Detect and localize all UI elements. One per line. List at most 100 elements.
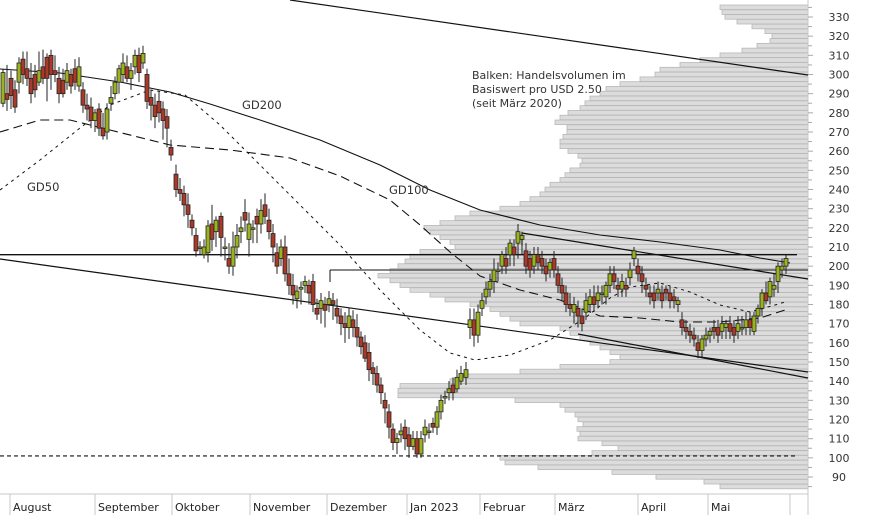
candle-down bbox=[639, 273, 645, 282]
candle-up bbox=[495, 269, 501, 272]
candle-up bbox=[783, 258, 789, 267]
candle-up bbox=[238, 227, 244, 233]
candle-up bbox=[603, 284, 609, 298]
candle-down bbox=[32, 74, 38, 91]
candle-up bbox=[298, 286, 304, 290]
candle-down bbox=[28, 77, 34, 95]
candle-up bbox=[418, 438, 424, 455]
candle-up bbox=[515, 231, 521, 244]
candle-down bbox=[354, 327, 360, 338]
candle-up bbox=[438, 399, 444, 413]
y-tick-label: 100 bbox=[829, 452, 850, 465]
volume-note-line-2: Basiswert pro USD 2.50 bbox=[472, 83, 602, 96]
candle-down bbox=[687, 330, 693, 336]
candle-down bbox=[643, 284, 649, 290]
candle-down bbox=[366, 352, 372, 371]
candle-down bbox=[144, 74, 150, 102]
volume-note-line-1: Balken: Handelsvolumen im bbox=[472, 69, 626, 82]
candle-up bbox=[64, 70, 70, 83]
candle-down bbox=[185, 204, 191, 215]
candle-up bbox=[258, 210, 264, 225]
candle-down bbox=[8, 77, 14, 96]
candle-down bbox=[679, 319, 685, 328]
candle-down bbox=[511, 246, 517, 256]
y-tick-label: 180 bbox=[829, 299, 850, 312]
gd50-line bbox=[0, 89, 786, 361]
candle-up bbox=[201, 246, 207, 256]
candle-down bbox=[535, 254, 541, 263]
candle-down bbox=[378, 384, 384, 394]
candle-down bbox=[270, 233, 276, 248]
candle-down bbox=[48, 54, 54, 75]
candle-up bbox=[346, 315, 352, 328]
candle-up bbox=[132, 54, 138, 68]
candle-down bbox=[88, 106, 94, 121]
y-tick-label: 300 bbox=[829, 69, 850, 82]
candle-up bbox=[463, 369, 469, 378]
candle-down bbox=[390, 428, 396, 443]
month-label: September bbox=[98, 501, 159, 514]
candle-up bbox=[104, 108, 110, 133]
candle-down bbox=[691, 334, 697, 340]
candle-up bbox=[571, 304, 577, 313]
candle-down bbox=[306, 284, 312, 294]
candle-up bbox=[410, 438, 416, 447]
candle-up bbox=[739, 327, 745, 330]
candle-up bbox=[205, 225, 211, 254]
candle-down bbox=[266, 219, 272, 233]
candle-down bbox=[527, 258, 533, 271]
candle-down bbox=[84, 104, 90, 110]
candle-down bbox=[177, 189, 183, 194]
candle-down bbox=[382, 399, 388, 409]
candle-up bbox=[112, 81, 118, 95]
candle-down bbox=[80, 89, 86, 106]
volume-note: Balken: Handelsvolumen im Basiswert pro … bbox=[472, 69, 626, 111]
candle-down bbox=[100, 127, 106, 137]
candle-up bbox=[759, 292, 765, 309]
candle-down bbox=[242, 212, 248, 221]
candle-up bbox=[631, 250, 637, 259]
candle-up bbox=[475, 311, 481, 336]
y-tick-label: 210 bbox=[829, 241, 850, 254]
candle-down bbox=[164, 116, 170, 129]
candle-down bbox=[683, 327, 689, 332]
y-tick-label: 170 bbox=[829, 318, 850, 331]
candle-up bbox=[775, 265, 781, 282]
candle-down bbox=[274, 252, 280, 267]
volume-profile bbox=[377, 4, 809, 490]
candle-down bbox=[226, 258, 232, 267]
candle-up bbox=[197, 246, 203, 249]
candle-down bbox=[322, 304, 328, 311]
candle-down bbox=[567, 304, 573, 309]
candle-down bbox=[96, 108, 102, 129]
candle-up bbox=[0, 72, 6, 104]
candle-down bbox=[350, 319, 356, 328]
candle-down bbox=[314, 307, 320, 315]
candle-down bbox=[575, 307, 581, 317]
candle-down bbox=[615, 284, 621, 290]
candle-down bbox=[338, 315, 344, 325]
candle-up bbox=[398, 430, 404, 436]
y-tick-label: 230 bbox=[829, 203, 850, 216]
candle-down bbox=[414, 438, 420, 455]
gd100-label: GD100 bbox=[389, 183, 429, 197]
candle-up bbox=[479, 300, 485, 309]
y-tick-label: 120 bbox=[829, 414, 850, 427]
candle-up bbox=[434, 411, 440, 428]
y-tick-label: 130 bbox=[829, 394, 850, 407]
candle-up bbox=[326, 298, 332, 305]
y-tick-label: 220 bbox=[829, 222, 850, 235]
x-axis: August September Oktober November Dezember Ja… bbox=[0, 493, 808, 515]
candle-down bbox=[282, 246, 288, 275]
candle-up bbox=[703, 334, 709, 340]
candle-up bbox=[234, 235, 240, 248]
candle-up bbox=[230, 246, 236, 267]
candle-down bbox=[667, 292, 673, 302]
candle-down bbox=[20, 58, 26, 75]
candle-down bbox=[124, 66, 130, 79]
y-tick-label: 270 bbox=[829, 126, 850, 139]
candle-up bbox=[751, 315, 757, 332]
candles bbox=[0, 45, 789, 458]
month-label: Februar bbox=[483, 501, 526, 514]
candle-down bbox=[56, 77, 62, 95]
